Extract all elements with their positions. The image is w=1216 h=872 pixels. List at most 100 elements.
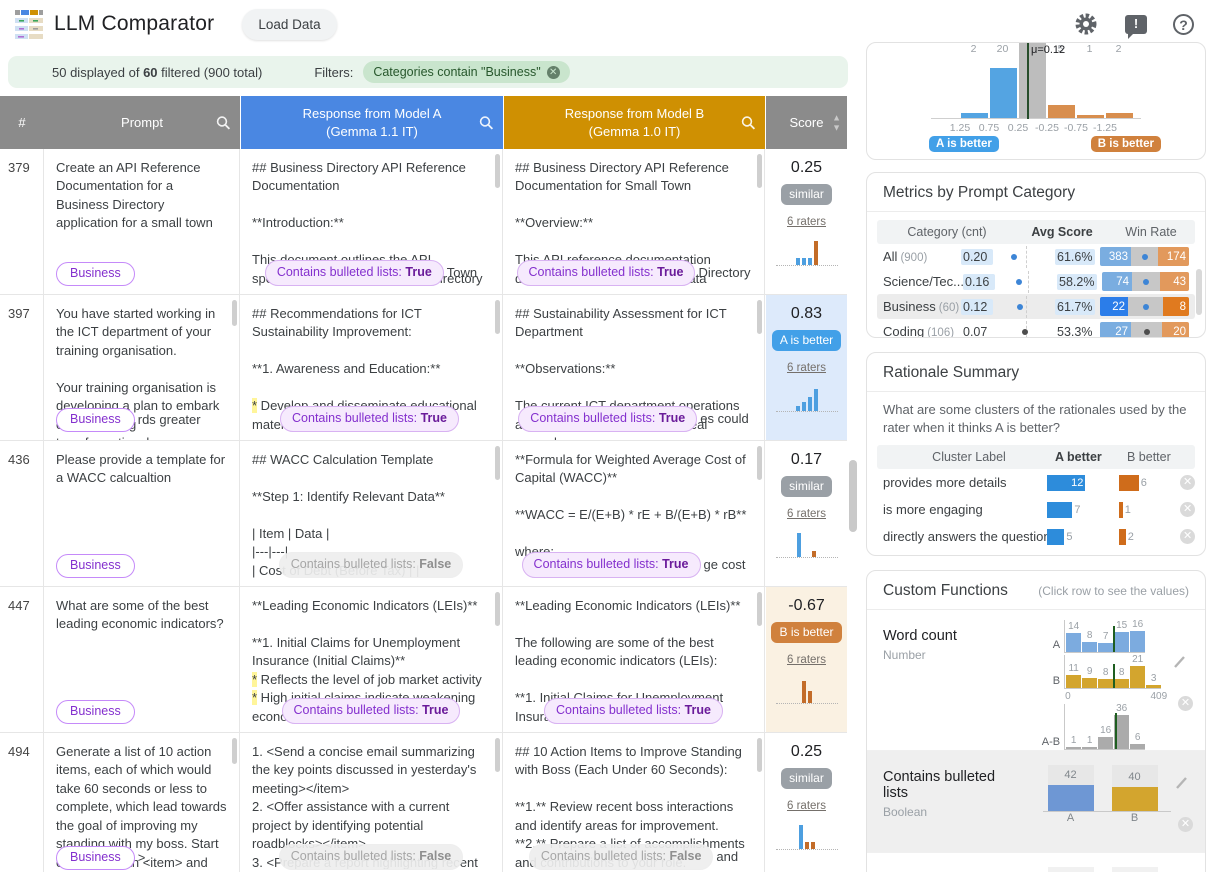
model-b-response-cell[interactable]: **Formula for Weighted Average Cost of C… bbox=[503, 441, 765, 586]
scrollbar-thumb[interactable] bbox=[232, 300, 237, 326]
table-row[interactable]: 436 Please provide a template for a WACC… bbox=[0, 441, 847, 587]
bulleted-lists-chip[interactable]: Contains bulleted lists: True bbox=[544, 698, 723, 724]
model-a-response-cell[interactable]: 1. <Send a concise email summarizing the… bbox=[240, 733, 503, 872]
search-icon[interactable] bbox=[216, 115, 231, 130]
filter-bar: 50 displayed of 60 filtered (900 total) … bbox=[8, 56, 848, 88]
category-chip[interactable]: Business bbox=[56, 700, 135, 724]
sort-ascending-icon[interactable]: ▲ bbox=[832, 112, 841, 122]
sidebar: 2 20 5 1 2 μ=0.12 1.25 0. bbox=[858, 42, 1216, 872]
bulleted-lists-chip[interactable]: Contains bulleted lists: True bbox=[280, 406, 459, 432]
settings-gear-icon[interactable] bbox=[1073, 11, 1099, 37]
prompt-cell[interactable]: Create an API Reference Documentation fo… bbox=[44, 149, 240, 294]
delete-function-icon[interactable]: ✕ bbox=[1178, 817, 1193, 832]
prompt-cell[interactable]: Generate a list of 10 action items, each… bbox=[44, 733, 240, 872]
scrollbar-thumb[interactable] bbox=[757, 300, 762, 334]
custom-function-row-word-count[interactable]: Word count Number A 14 8 7 15 16 bbox=[867, 610, 1205, 763]
bulleted-lists-chip[interactable]: Contains bulleted lists: True bbox=[264, 260, 444, 286]
metrics-row-all[interactable]: All (900) 0.20 61.6% 383 174 bbox=[877, 244, 1195, 269]
filter-chip-business[interactable]: Categories contain "Business" ✕ bbox=[363, 61, 570, 83]
model-a-response-cell[interactable]: ## Business Directory API Reference Docu… bbox=[240, 149, 503, 294]
page-title: LLM Comparator bbox=[54, 12, 215, 35]
rationale-row[interactable]: provides more details 12 6 ✕ bbox=[877, 469, 1195, 496]
table-row[interactable]: 397 You have started working in the ICT … bbox=[0, 295, 847, 441]
raters-link[interactable]: 6 raters bbox=[787, 361, 826, 374]
scrollbar-thumb[interactable] bbox=[495, 446, 500, 480]
edit-function-icon[interactable] bbox=[1172, 654, 1188, 670]
delete-function-icon[interactable]: ✕ bbox=[1178, 695, 1193, 711]
feedback-icon[interactable] bbox=[1125, 14, 1147, 39]
bulleted-lists-chip[interactable]: Contains bulleted lists: True bbox=[518, 406, 698, 432]
metrics-scrollbar-thumb[interactable] bbox=[1196, 269, 1202, 315]
bulleted-lists-chip[interactable]: Contains bulleted lists: False bbox=[528, 844, 714, 870]
model-b-response-cell[interactable]: **Leading Economic Indicators (LEIs)** T… bbox=[503, 587, 765, 732]
top-bar: LLM Comparator Load Data ? bbox=[0, 0, 1216, 48]
table-row[interactable]: 494 Generate a list of 10 action items, … bbox=[0, 733, 847, 872]
model-a-response-cell[interactable]: ## Recommendations for ICT Sustainabilit… bbox=[240, 295, 503, 440]
category-chip[interactable]: Business bbox=[56, 408, 135, 432]
card-title: Rationale Summary bbox=[883, 364, 1020, 381]
category-chip[interactable]: Business bbox=[56, 262, 135, 286]
search-icon[interactable] bbox=[479, 115, 494, 130]
score-cell: 0.17 similar 6 raters bbox=[765, 441, 847, 586]
remove-filter-icon[interactable]: ✕ bbox=[546, 65, 560, 79]
row-index: 494 bbox=[0, 733, 44, 872]
help-icon[interactable]: ? bbox=[1173, 13, 1194, 35]
dismiss-cluster-icon[interactable]: ✕ bbox=[1180, 475, 1195, 491]
load-data-button[interactable]: Load Data bbox=[242, 8, 337, 40]
metrics-row-business[interactable]: Business (60) 0.12 61.7% 22 8 bbox=[877, 294, 1195, 319]
prompt-cell[interactable]: You have started working in the ICT depa… bbox=[44, 295, 240, 440]
raters-link[interactable]: 6 raters bbox=[787, 215, 826, 228]
table-row[interactable]: 379 Create an API Reference Documentatio… bbox=[0, 149, 847, 295]
scrollbar-thumb[interactable] bbox=[232, 738, 237, 764]
bulleted-lists-chip[interactable]: Contains bulleted lists: True bbox=[521, 552, 701, 578]
prompt-cell[interactable]: What are some of the best leading econom… bbox=[44, 587, 240, 732]
verdict-badge: B is better bbox=[771, 621, 842, 643]
prompt-cell[interactable]: Please provide a template for a WACC cal… bbox=[44, 441, 240, 586]
table-row[interactable]: 447 What are some of the best leading ec… bbox=[0, 587, 847, 733]
rationale-row[interactable]: is more accurate 5 2 ✕ bbox=[877, 550, 1195, 555]
category-chip[interactable]: Business bbox=[56, 846, 135, 870]
scrollbar-thumb[interactable] bbox=[495, 592, 500, 626]
score-distribution-card: 2 20 5 1 2 μ=0.12 1.25 0. bbox=[866, 42, 1206, 160]
scrollbar-thumb[interactable] bbox=[757, 592, 762, 626]
model-b-response-cell[interactable]: ## Business Directory API Reference Docu… bbox=[503, 149, 765, 294]
metrics-row-coding[interactable]: Coding (106) 0.07 53.3% 27 20 bbox=[877, 319, 1195, 337]
search-icon[interactable] bbox=[741, 115, 756, 130]
bulleted-lists-chip[interactable]: Contains bulleted lists: False bbox=[278, 844, 464, 870]
score-value: 0.17 bbox=[790, 451, 823, 468]
scrollbar-thumb[interactable] bbox=[757, 738, 762, 772]
rationale-summary-card: Rationale Summary What are some clusters… bbox=[866, 352, 1206, 556]
scrollbar-thumb[interactable] bbox=[495, 154, 500, 188]
rationale-row[interactable]: directly answers the question 5 2 ✕ bbox=[877, 523, 1195, 550]
model-a-response-cell[interactable]: **Leading Economic Indicators (LEIs)** *… bbox=[240, 587, 503, 732]
score-histogram: 2 20 5 1 2 μ=0.12 1.25 0. bbox=[931, 43, 1141, 134]
rationale-table-header: Cluster Label A better B better bbox=[877, 445, 1195, 470]
bulleted-lists-chip[interactable]: Contains bulleted lists: True bbox=[281, 698, 461, 724]
dismiss-cluster-icon[interactable]: ✕ bbox=[1180, 502, 1195, 518]
row-index: 397 bbox=[0, 295, 44, 440]
raters-link[interactable]: 6 raters bbox=[787, 653, 826, 666]
category-chip[interactable]: Business bbox=[56, 554, 135, 578]
dismiss-cluster-icon[interactable]: ✕ bbox=[1180, 529, 1195, 545]
table-scrollbar-thumb[interactable] bbox=[849, 460, 857, 532]
rationale-row[interactable]: is more engaging 7 1 ✕ bbox=[877, 496, 1195, 523]
scrollbar-thumb[interactable] bbox=[495, 300, 500, 334]
bulleted-lists-chip[interactable]: Contains bulleted lists: True bbox=[516, 260, 696, 286]
edit-function-icon[interactable] bbox=[1174, 775, 1190, 791]
rater-votes-chart bbox=[775, 820, 838, 851]
bulleted-lists-chip[interactable]: Contains bulleted lists: False bbox=[278, 552, 464, 578]
score-value: -0.67 bbox=[788, 597, 825, 614]
raters-link[interactable]: 6 raters bbox=[787, 799, 826, 812]
raters-link[interactable]: 6 raters bbox=[787, 507, 826, 520]
scrollbar-thumb[interactable] bbox=[495, 738, 500, 772]
scrollbar-thumb[interactable] bbox=[757, 446, 762, 480]
model-a-response-cell[interactable]: ## WACC Calculation Template **Step 1: I… bbox=[240, 441, 503, 586]
model-b-response-cell[interactable]: ## Sustainability Assessment for ICT Dep… bbox=[503, 295, 765, 440]
sort-descending-icon[interactable]: ▼ bbox=[832, 122, 841, 132]
model-b-response-cell[interactable]: ## 10 Action Items to Improve Standing w… bbox=[503, 733, 765, 872]
scrollbar-thumb[interactable] bbox=[757, 154, 762, 188]
custom-function-row-starts-with-sure[interactable]: Starts with "Sure" Boolean 0 5 AB ✕ bbox=[867, 852, 1205, 872]
